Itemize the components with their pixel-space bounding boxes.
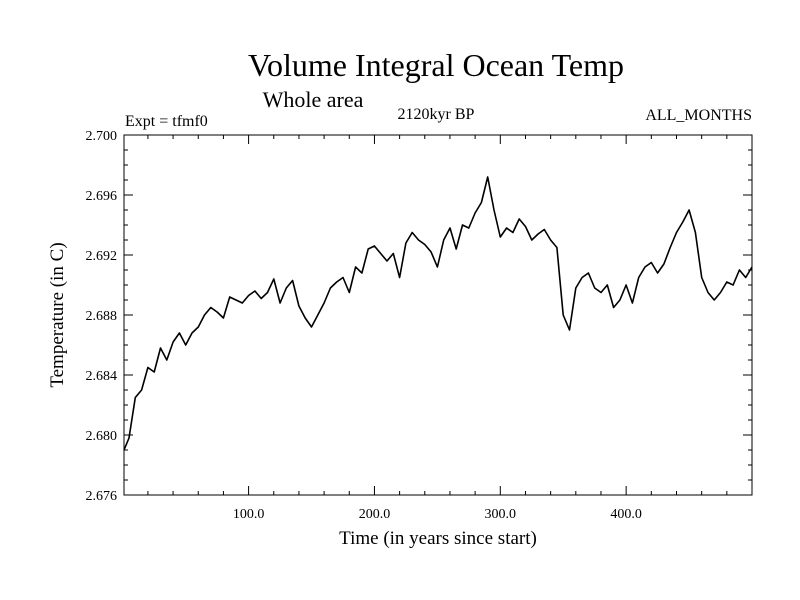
y-tick-label: 2.692	[86, 249, 118, 264]
chart-title: Volume Integral Ocean Temp	[248, 47, 624, 83]
x-tick-label: 100.0	[233, 507, 265, 522]
x-tick-label: 400.0	[610, 507, 642, 522]
y-tick-label: 2.700	[86, 129, 118, 144]
months-label: ALL_MONTHS	[645, 107, 752, 124]
experiment-label: Expt = tfmf0	[125, 113, 208, 130]
x-tick-label: 300.0	[485, 507, 517, 522]
x-axis-label: Time (in years since start)	[339, 528, 537, 549]
series-line	[123, 176, 753, 451]
plot-frame	[123, 134, 753, 496]
y-tick-label: 2.688	[86, 309, 118, 324]
y-tick-label: 2.696	[86, 189, 118, 204]
period-label: 2120kyr BP	[398, 106, 475, 123]
y-tick-label: 2.680	[86, 429, 118, 444]
y-axis-label: Temperature (in C)	[47, 242, 68, 387]
axes: 2.676 2.680 2.684 2.688 2.692 2.696 2.700 100.0…	[86, 129, 752, 522]
y-tick-label: 2.684	[86, 369, 118, 384]
x-tick-label: 200.0	[359, 507, 391, 522]
series-layer	[123, 176, 753, 451]
y-tick-label: 2.676	[86, 489, 118, 504]
chart-subtitle: Whole area	[263, 87, 364, 112]
